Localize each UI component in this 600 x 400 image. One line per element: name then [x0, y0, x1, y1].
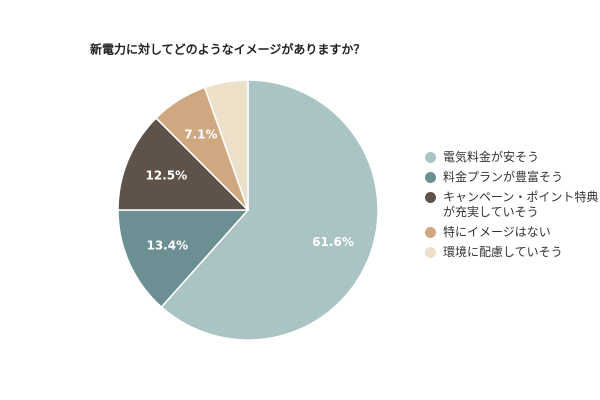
- legend-label: 環境に配慮していそう: [443, 245, 563, 259]
- chart-title: 新電力に対してどのようなイメージがありますか？: [90, 42, 365, 57]
- legend-swatch: [425, 172, 436, 183]
- legend: 電気料金が安そう料金プランが豊富そうキャンペーン・ポイント特典が充実していそう特…: [425, 150, 600, 265]
- legend-swatch: [425, 227, 436, 238]
- legend-item: 料金プランが豊富そう: [425, 170, 600, 185]
- legend-item: 環境に配慮していそう: [425, 245, 600, 260]
- pie-slice: [203, 79, 249, 211]
- pie-slice: [117, 209, 250, 309]
- legend-swatch: [425, 247, 436, 258]
- data-label: 7.1%: [184, 128, 217, 142]
- data-label: 12.5%: [146, 169, 188, 183]
- legend-label: 電気料金が安そう: [443, 150, 540, 164]
- pie-slice: [117, 117, 250, 211]
- legend-swatch: [425, 192, 436, 203]
- legend-label: 料金プランが豊富そう: [443, 170, 564, 184]
- legend-label: キャンペーン・ポイント特典が充実していそう: [443, 190, 599, 219]
- data-label: 13.4%: [146, 239, 188, 253]
- legend-item: キャンペーン・ポイント特典が充実していそう: [425, 190, 600, 220]
- legend-item: 特にイメージはない: [425, 225, 600, 240]
- pie-slice: [160, 79, 379, 341]
- legend-item: 電気料金が安そう: [425, 150, 600, 165]
- legend-swatch: [425, 152, 436, 163]
- legend-label: 特にイメージはない: [443, 225, 551, 239]
- data-label: 61.6%: [312, 235, 354, 249]
